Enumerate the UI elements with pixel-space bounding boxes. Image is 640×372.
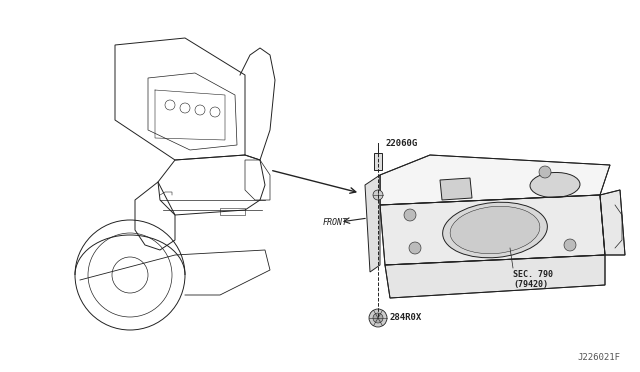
Polygon shape xyxy=(380,155,610,205)
Polygon shape xyxy=(365,175,380,272)
Circle shape xyxy=(373,313,383,323)
Circle shape xyxy=(369,309,387,327)
Polygon shape xyxy=(440,178,472,200)
Circle shape xyxy=(404,209,416,221)
Ellipse shape xyxy=(450,206,540,254)
Circle shape xyxy=(539,166,551,178)
Text: FRONT: FRONT xyxy=(323,218,348,227)
Text: 22060G: 22060G xyxy=(386,138,419,148)
Polygon shape xyxy=(600,190,625,255)
Circle shape xyxy=(409,242,421,254)
Ellipse shape xyxy=(530,173,580,198)
Ellipse shape xyxy=(443,202,547,258)
Text: 284R0X: 284R0X xyxy=(390,314,422,323)
Polygon shape xyxy=(374,153,382,170)
Circle shape xyxy=(373,190,383,200)
Polygon shape xyxy=(380,195,605,265)
Text: SEC. 790
(79420): SEC. 790 (79420) xyxy=(513,270,553,289)
Text: J226021F: J226021F xyxy=(577,353,620,362)
Circle shape xyxy=(564,239,576,251)
Polygon shape xyxy=(385,255,605,298)
